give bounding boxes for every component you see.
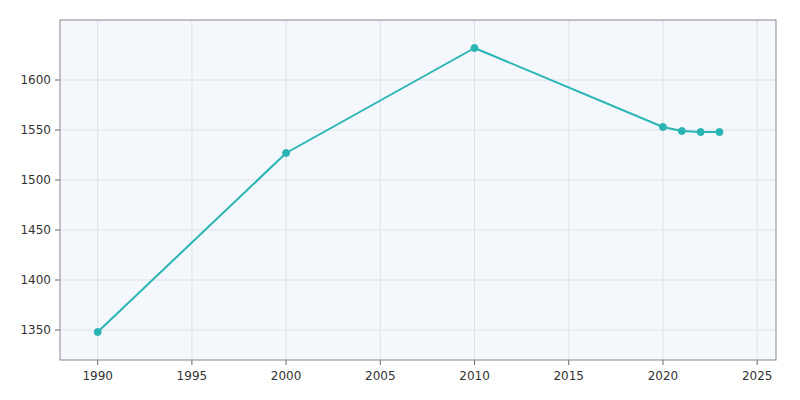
x-tick — [568, 360, 569, 365]
y-tick — [55, 280, 60, 281]
data-point — [471, 45, 478, 52]
chart-container: 1990 1995 2000 2005 2010 2015 2020 2025 1350 1400… — [0, 0, 800, 400]
y-tick — [55, 130, 60, 131]
data-point — [678, 128, 685, 135]
y-tick-label: 1450 — [20, 223, 51, 237]
x-grid-line — [286, 20, 287, 360]
y-tick — [55, 80, 60, 81]
axes: 1990 1995 2000 2005 2010 2015 2020 2025 1350 1400… — [20, 73, 772, 383]
y-grid-line — [60, 130, 776, 131]
x-grid-line — [568, 20, 569, 360]
x-grid-line — [380, 20, 381, 360]
data-point — [94, 329, 101, 336]
y-grid-line — [60, 180, 776, 181]
x-tick-label: 2025 — [742, 369, 773, 383]
data-point — [697, 129, 704, 136]
x-tick — [191, 360, 192, 365]
data-point — [716, 129, 723, 136]
x-grid-line — [191, 20, 192, 360]
y-tick-label: 1350 — [20, 323, 51, 337]
chart-svg: 1990 1995 2000 2005 2010 2015 2020 2025 1350 1400… — [0, 0, 800, 400]
x-tick-label: 2010 — [459, 369, 490, 383]
y-tick-label: 1400 — [20, 273, 51, 287]
y-tick-label: 1600 — [20, 73, 51, 87]
x-tick-label: 2005 — [365, 369, 396, 383]
x-tick — [97, 360, 98, 365]
y-grid-line — [60, 230, 776, 231]
y-grid-line — [60, 280, 776, 281]
y-grid-line — [60, 330, 776, 331]
x-tick-label: 2015 — [553, 369, 584, 383]
data-layer — [94, 45, 723, 336]
x-tick — [474, 360, 475, 365]
data-line — [98, 48, 720, 332]
data-point — [283, 150, 290, 157]
x-grid-line — [97, 20, 98, 360]
x-tick — [380, 360, 381, 365]
x-tick-label: 1990 — [82, 369, 113, 383]
x-grid-line — [474, 20, 475, 360]
x-grid-line — [662, 20, 663, 360]
y-tick — [55, 230, 60, 231]
y-tick-label: 1550 — [20, 123, 51, 137]
x-tick — [662, 360, 663, 365]
plot-frame — [60, 20, 776, 360]
x-tick-label: 1995 — [177, 369, 208, 383]
plot-background — [60, 20, 776, 360]
x-tick — [757, 360, 758, 365]
x-tick-label: 2020 — [648, 369, 679, 383]
y-tick-label: 1500 — [20, 173, 51, 187]
grid — [60, 20, 776, 360]
y-tick — [55, 330, 60, 331]
x-grid-line — [757, 20, 758, 360]
y-tick — [55, 180, 60, 181]
x-tick-label: 2000 — [271, 369, 302, 383]
x-tick — [286, 360, 287, 365]
data-point — [659, 124, 666, 131]
